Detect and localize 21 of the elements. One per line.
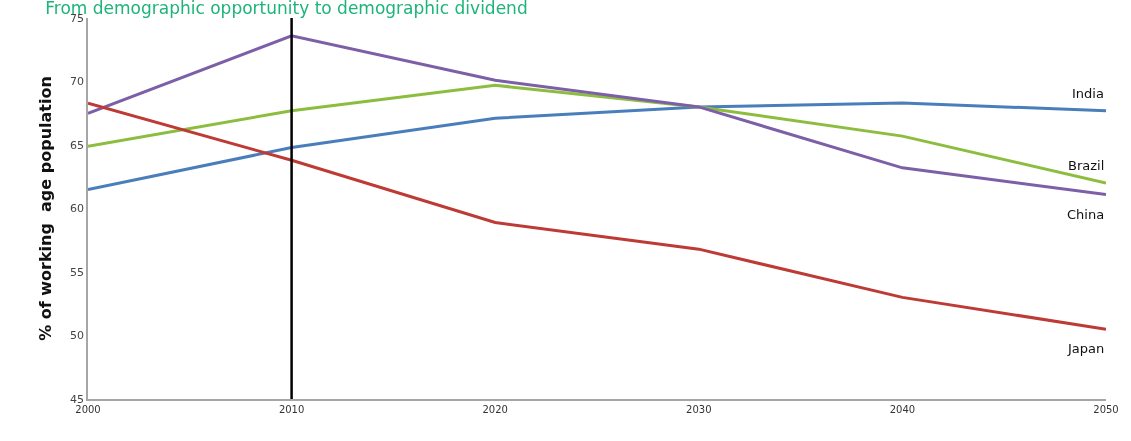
x-tick-label: 2040 (889, 404, 916, 415)
x-tick-label: 2020 (482, 404, 508, 415)
x-tick-label: 2050 (1093, 404, 1119, 415)
x-tick-label: 2000 (75, 404, 101, 415)
series-label: India (1072, 86, 1104, 101)
line-series (88, 101, 1106, 331)
y-tick-label: 65 (70, 138, 85, 152)
y-axis-title: % of working age population (36, 76, 56, 341)
y-tick-label: 55 (70, 265, 85, 279)
y-tick-label: 60 (70, 202, 85, 216)
line-series (88, 34, 1106, 197)
y-tick-label: 50 (70, 329, 85, 343)
y-tick-label: 70 (70, 75, 85, 89)
x-tick-label: 2010 (278, 404, 305, 415)
series-label: Japan (1067, 341, 1105, 356)
x-tick-label: 2030 (686, 404, 712, 415)
series-label: Brazil (1068, 158, 1105, 173)
line-series (88, 101, 1106, 191)
series-label: China (1067, 207, 1105, 222)
y-tick-label: 45 (70, 392, 85, 406)
line-series (88, 83, 1106, 185)
